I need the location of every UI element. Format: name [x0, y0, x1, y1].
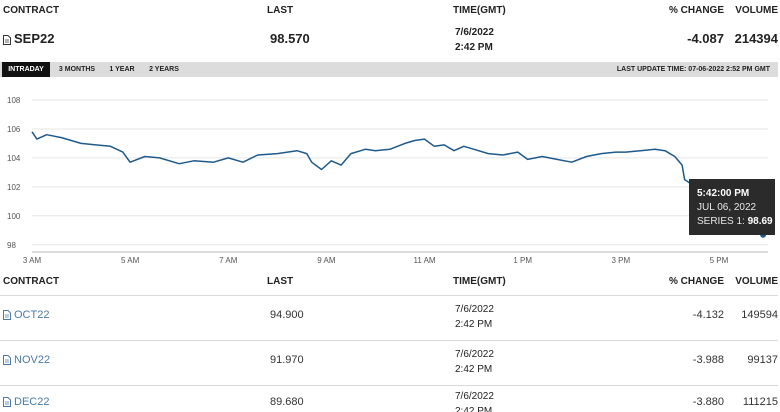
contract-link[interactable]: NOV22 — [3, 354, 50, 366]
y-tick-label: 98 — [7, 241, 16, 250]
last-price: 91.970 — [270, 354, 304, 366]
table-row: NOV22 91.970 7/6/2022 2:42 PM -3.988 991… — [0, 341, 780, 385]
featured-date: 7/6/2022 — [455, 27, 494, 38]
featured-contract-label: SEP22 — [14, 31, 55, 46]
divider — [0, 385, 778, 386]
header-change: % CHANGE — [668, 5, 724, 16]
divider — [0, 340, 778, 341]
tooltip-date: JUL 06, 2022 — [697, 202, 757, 213]
last-update-time: LAST UPDATE TIME: 07-06-2022 2:52 PM GMT — [616, 66, 770, 73]
x-tick-label: 11 AM — [413, 256, 435, 265]
row-time: 7/6/2022 2:42 PM — [455, 347, 494, 377]
contract-label: OCT22 — [14, 309, 50, 321]
volume: 111215 — [742, 396, 778, 408]
x-tick-label: 3 PM — [611, 256, 630, 265]
y-tick-label: 104 — [7, 154, 21, 163]
featured-time-value: 2:42 PM — [455, 42, 493, 53]
y-tick-label: 108 — [7, 96, 21, 105]
featured-contract[interactable]: SEP22 — [3, 31, 54, 46]
y-tick-label: 102 — [7, 183, 21, 192]
contract-label: DEC22 — [14, 396, 50, 408]
y-axis-ticks: 108 106 104 102 100 98 — [7, 96, 21, 250]
tab-1-year[interactable]: 1 YEAR — [109, 66, 135, 73]
x-tick-label: 5 AM — [121, 256, 140, 265]
percent-change: -3.880 — [692, 396, 724, 408]
tab-2-years[interactable]: 2 YEARS — [149, 66, 179, 73]
header-volume: VOLUME — [735, 5, 778, 16]
row-time-value: 2:42 PM — [455, 319, 493, 330]
last-price: 89.680 — [270, 396, 304, 408]
x-tick-label: 3 AM — [23, 256, 42, 265]
table-header-contract: CONTRACT — [3, 276, 60, 287]
tab-intraday[interactable]: INTRADAY — [2, 62, 50, 77]
table-header-time: TIME(GMT) — [453, 276, 506, 287]
tooltip-series-label: SERIES 1: 98.69 — [697, 216, 773, 227]
featured-last: 98.570 — [270, 31, 310, 46]
document-icon — [3, 397, 11, 408]
y-tick-label: 106 — [7, 125, 21, 134]
header-contract: CONTRACT — [3, 5, 60, 16]
table-header-change: % CHANGE — [668, 276, 724, 287]
document-icon — [3, 34, 11, 45]
range-tabs-bar: INTRADAY 3 MONTHS 1 YEAR 2 YEARS LAST UP… — [0, 62, 778, 77]
header-time: TIME(GMT) — [453, 5, 506, 16]
row-date: 7/6/2022 — [455, 391, 494, 402]
chart-gridlines — [32, 99, 768, 253]
row-date: 7/6/2022 — [455, 349, 494, 360]
x-tick-label: 1 PM — [513, 256, 532, 265]
tab-3-months[interactable]: 3 MONTHS — [58, 66, 96, 73]
row-date: 7/6/2022 — [455, 304, 494, 315]
featured-change: -4.087 — [687, 31, 724, 46]
volume: 149594 — [741, 309, 778, 321]
percent-change: -3.988 — [692, 354, 724, 366]
contract-label: NOV22 — [14, 354, 51, 366]
featured-volume: 214394 — [734, 31, 778, 46]
document-icon — [3, 310, 11, 321]
row-time-value: 2:42 PM — [455, 406, 493, 412]
featured-time: 7/6/2022 2:42 PM — [455, 25, 494, 55]
contract-link[interactable]: OCT22 — [3, 309, 49, 321]
table-row: OCT22 94.900 7/6/2022 2:42 PM -4.132 149… — [0, 296, 780, 340]
y-tick-label: 100 — [7, 212, 21, 221]
x-tick-label: 5 PM — [710, 256, 729, 265]
last-price: 94.900 — [270, 309, 304, 321]
tooltip-time: 5:42:00 PM — [697, 188, 749, 199]
contract-link[interactable]: DEC22 — [3, 396, 49, 408]
x-tick-label: 7 AM — [219, 256, 238, 265]
tooltip-value: 98.69 — [748, 216, 773, 227]
intraday-chart[interactable]: 108 106 104 102 100 98 3 AM 5 AM 7 AM 9 AM 11 AM 1… — [0, 80, 780, 270]
table-header-last: LAST — [267, 276, 294, 287]
volume: 99137 — [747, 354, 778, 366]
table-row: DEC22 89.680 7/6/2022 2:42 PM -3.880 111… — [0, 386, 780, 412]
tooltip-series-name: SERIES 1: — [697, 216, 745, 227]
document-icon — [3, 355, 11, 366]
x-tick-label: 9 AM — [317, 256, 336, 265]
chart-tooltip: 5:42:00 PM JUL 06, 2022 SERIES 1: 98.69 — [689, 179, 775, 235]
percent-change: -4.132 — [692, 309, 724, 321]
row-time-value: 2:42 PM — [455, 364, 493, 375]
table-header-volume: VOLUME — [735, 276, 778, 287]
row-time: 7/6/2022 2:42 PM — [455, 389, 494, 412]
row-time: 7/6/2022 2:42 PM — [455, 302, 494, 332]
divider — [0, 295, 778, 296]
price-line — [31, 131, 764, 236]
x-axis-ticks: 3 AM 5 AM 7 AM 9 AM 11 AM 1 PM 3 PM 5 PM — [23, 256, 729, 265]
header-last: LAST — [267, 5, 294, 16]
